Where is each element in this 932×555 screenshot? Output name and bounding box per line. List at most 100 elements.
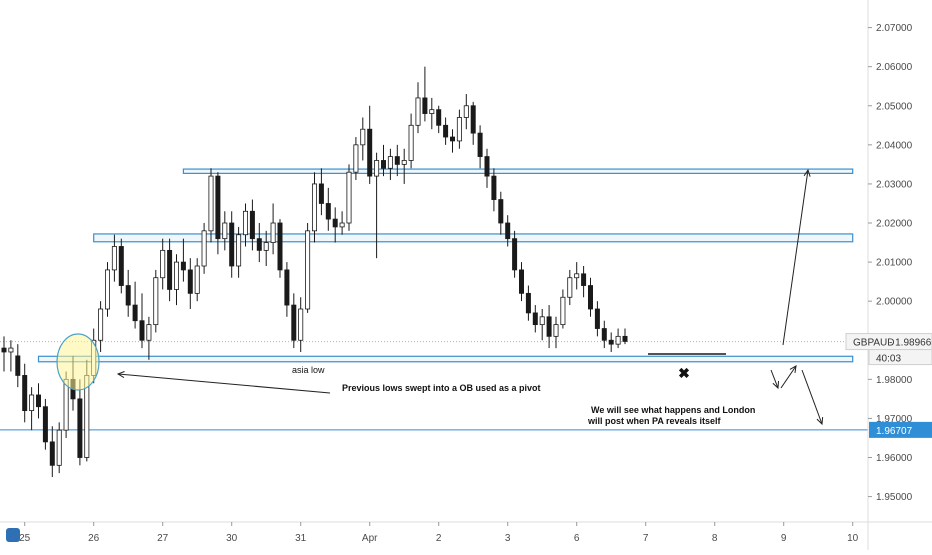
- candle-body: [484, 156, 490, 177]
- x-tick-label: 3: [505, 533, 511, 544]
- mid-zone: [93, 233, 854, 243]
- y-tick-label: 2.06000: [876, 62, 913, 73]
- candle-body: [588, 285, 594, 310]
- candle-body: [622, 335, 628, 342]
- candle-body: [553, 324, 559, 337]
- bullish-scenario-arrow: [782, 169, 809, 346]
- y-tick-label: 2.07000: [876, 23, 913, 34]
- scenario-drop-arrow-head: [772, 380, 780, 390]
- candle-body: [470, 105, 476, 134]
- x-tick-label: 6: [574, 533, 580, 544]
- candle-body: [512, 238, 518, 271]
- candle-body: [56, 429, 62, 466]
- candle-body: [380, 160, 386, 169]
- candle-body: [367, 128, 373, 177]
- bearish-scenario-arrow-head: [816, 416, 824, 426]
- y-tick-label: 2.02000: [876, 219, 913, 230]
- candle-body: [387, 156, 393, 169]
- x-mark: ✖: [678, 365, 690, 381]
- y-tick-label: 1.95000: [876, 492, 913, 503]
- ob-pivot-zone: [37, 355, 854, 363]
- asia-low-label: asia low: [292, 365, 325, 375]
- candle-body: [187, 269, 193, 294]
- upper-supply-zone: [182, 168, 854, 174]
- logo-icon: [6, 528, 20, 542]
- scenario-bounce-arrow: [780, 365, 797, 389]
- candle-body: [249, 210, 255, 240]
- pivot-arrow-head: [116, 371, 125, 379]
- x-tick-label: 25: [19, 533, 31, 544]
- candle-body: [498, 199, 504, 224]
- candles: [1, 66, 628, 478]
- candle-body: [256, 238, 262, 251]
- candle-body: [139, 320, 145, 341]
- ob-highlight-circle: [56, 333, 100, 391]
- price-level: [0, 341, 868, 431]
- candle-body: [173, 261, 179, 290]
- candle-body: [77, 398, 83, 458]
- candle-body: [8, 347, 14, 353]
- candle-body: [574, 273, 580, 279]
- candle-body: [194, 265, 200, 294]
- candle-body: [422, 97, 428, 114]
- candle-body: [443, 124, 449, 138]
- x-tick-label: Apr: [362, 533, 378, 544]
- candle-body: [263, 242, 269, 251]
- candle-body: [546, 316, 552, 337]
- candle-body: [15, 355, 21, 376]
- pivot-note-label: Previous lows swept into a OB used as a …: [342, 383, 541, 393]
- countdown-label: 40:03: [876, 354, 901, 365]
- annotations: asia low Previous lows swept into a OB us…: [56, 168, 824, 426]
- candle-body: [325, 203, 331, 220]
- candle-body: [180, 261, 186, 271]
- candle-body: [277, 222, 283, 271]
- candle-body: [160, 249, 166, 279]
- candle-body: [146, 324, 152, 341]
- x-tick-label: 7: [643, 533, 649, 544]
- candle-body: [505, 222, 511, 240]
- level-price-badge: [869, 421, 932, 438]
- y-tick-label: 2.01000: [876, 258, 913, 269]
- candle-body: [167, 249, 173, 290]
- candle-body: [208, 175, 214, 232]
- candle-body: [42, 406, 48, 443]
- candle-body: [291, 304, 297, 341]
- x-tick-label: 9: [781, 533, 787, 544]
- candle-body: [436, 109, 442, 126]
- candle-body: [346, 171, 352, 224]
- candle-body: [229, 222, 235, 267]
- candle-body: [305, 230, 311, 310]
- candle-body: [153, 277, 159, 326]
- candle-body: [49, 441, 55, 466]
- candle-body: [270, 222, 276, 243]
- last-price-label: - 1.98966: [889, 338, 932, 349]
- candle-body: [105, 269, 111, 310]
- candle-body: [132, 304, 138, 322]
- y-tick-label: 2.03000: [876, 179, 913, 190]
- candle-body: [449, 136, 455, 142]
- y-tick-label: 2.05000: [876, 101, 913, 112]
- candle-body: [374, 160, 380, 177]
- candle-body: [298, 308, 304, 341]
- x-tick-label: 30: [226, 533, 238, 544]
- candle-body: [525, 292, 531, 314]
- x-tick-label: 8: [712, 533, 718, 544]
- y-tick-label: 1.97000: [876, 414, 913, 425]
- candle-body: [456, 117, 462, 142]
- candle-body: [22, 375, 28, 412]
- candle-body: [477, 132, 483, 157]
- countdown-badge: [868, 349, 932, 366]
- candle-body: [222, 222, 228, 240]
- x-tick-label: 2: [436, 533, 442, 544]
- candle-body: [118, 246, 124, 286]
- zones: [37, 168, 854, 363]
- x-tick-label: 31: [295, 533, 307, 544]
- bearish-scenario-arrow: [801, 369, 823, 425]
- candle-body: [311, 183, 317, 232]
- y-tick-label: 1.98000: [876, 375, 913, 386]
- x-tick-label: 26: [88, 533, 100, 544]
- candle-body: [408, 124, 414, 161]
